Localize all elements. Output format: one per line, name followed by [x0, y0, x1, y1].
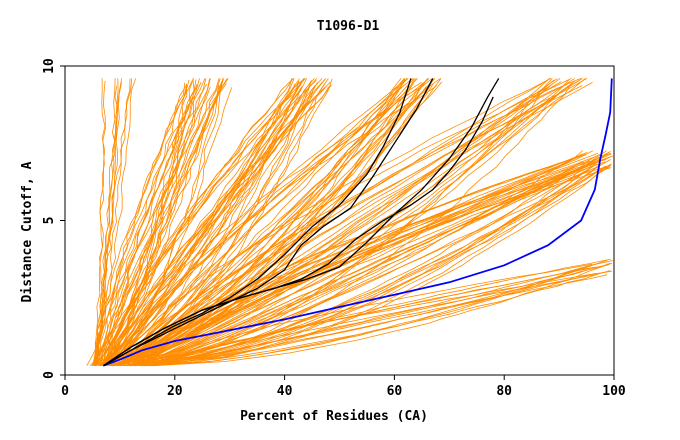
model-line — [94, 78, 220, 366]
model-line — [96, 82, 186, 366]
model-line — [125, 79, 570, 367]
model-line — [116, 78, 430, 366]
model-line — [137, 159, 607, 366]
model-line — [132, 78, 583, 367]
x-tick-label: 60 — [387, 384, 403, 399]
model-line — [123, 78, 551, 367]
model-line — [133, 152, 588, 367]
model-line — [139, 150, 611, 367]
model-line — [141, 165, 611, 367]
model-line — [143, 153, 601, 367]
series-line-2 — [103, 78, 434, 367]
model-line — [145, 270, 612, 367]
x-tick-label: 20 — [167, 384, 183, 399]
model-line — [125, 78, 588, 367]
x-axis-ticks: 0 20 40 60 80 100 — [61, 375, 626, 399]
model-line — [139, 165, 593, 367]
model-line — [101, 86, 211, 366]
y-tick-label: 0 — [42, 371, 57, 379]
model-line — [128, 78, 552, 366]
y-tick-label: 10 — [42, 58, 57, 74]
background-model-lines — [86, 78, 614, 367]
model-line — [130, 78, 553, 367]
model-line — [120, 86, 550, 366]
model-line — [94, 80, 106, 366]
model-line — [94, 78, 194, 367]
model-line — [152, 264, 609, 367]
model-line — [106, 81, 300, 366]
chart-title: T1096-D1 — [317, 19, 380, 34]
model-line — [115, 78, 415, 367]
model-line — [131, 159, 590, 367]
model-line — [126, 79, 555, 367]
model-line — [105, 78, 306, 366]
model-line — [144, 165, 610, 367]
model-line — [121, 78, 405, 367]
model-line — [104, 78, 206, 366]
model-line — [127, 78, 581, 366]
y-axis-label: Distance Cutoff, A — [20, 161, 35, 302]
x-tick-label: 80 — [496, 384, 512, 399]
model-line — [109, 78, 333, 367]
series-lines — [103, 78, 613, 367]
series-line-0 — [103, 78, 613, 367]
model-line — [135, 161, 585, 366]
model-line — [109, 81, 422, 366]
model-line — [133, 155, 614, 367]
model-line — [119, 83, 568, 366]
model-line — [132, 153, 586, 366]
model-line — [104, 86, 303, 367]
model-line — [101, 78, 326, 366]
model-line — [102, 78, 294, 366]
model-line — [139, 164, 592, 366]
model-line — [94, 80, 193, 366]
model-line — [154, 274, 608, 367]
model-line — [110, 78, 308, 366]
model-line — [102, 78, 211, 366]
series-line-4 — [103, 96, 494, 367]
model-line — [95, 78, 224, 366]
model-line — [123, 85, 437, 366]
model-line — [106, 78, 315, 366]
model-line — [134, 150, 607, 367]
model-line — [99, 83, 207, 366]
x-tick-label: 100 — [602, 384, 626, 399]
model-line — [108, 81, 331, 366]
model-line — [94, 84, 188, 366]
model-line — [104, 84, 220, 366]
model-line — [113, 85, 424, 366]
model-line — [140, 153, 583, 367]
model-line — [150, 265, 592, 367]
x-tick-label: 40 — [277, 384, 293, 399]
y-tick-label: 5 — [42, 217, 57, 225]
model-line — [94, 84, 199, 366]
model-line — [101, 78, 229, 366]
model-line — [151, 259, 608, 367]
model-line — [106, 80, 317, 366]
model-line — [110, 79, 406, 366]
model-line — [124, 78, 586, 367]
model-line — [123, 78, 429, 366]
series-line-1 — [103, 78, 412, 367]
model-line — [93, 83, 188, 366]
model-line — [110, 78, 409, 366]
model-line — [148, 260, 613, 367]
model-line — [127, 80, 576, 367]
model-line — [149, 263, 593, 367]
model-line — [111, 78, 294, 366]
model-line — [143, 162, 602, 367]
y-axis-ticks: 0 5 10 — [42, 58, 65, 379]
x-axis-label: Percent of Residues (CA) — [240, 409, 428, 424]
model-line — [130, 156, 611, 367]
x-tick-label: 0 — [61, 384, 69, 399]
model-line — [144, 270, 611, 367]
model-line — [151, 258, 611, 367]
